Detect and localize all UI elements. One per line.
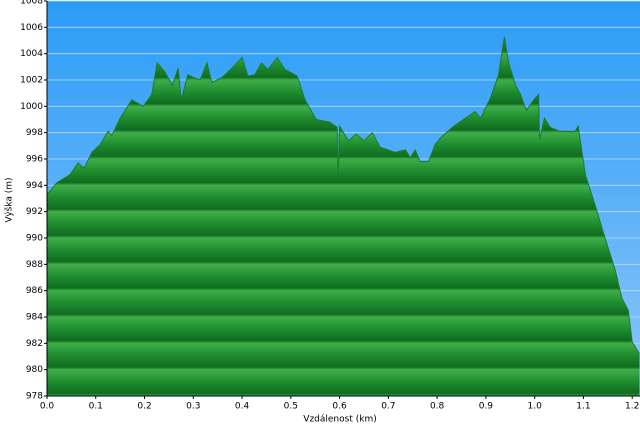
- y-tick-label: 996: [26, 155, 43, 165]
- y-tick-label: 1004: [20, 49, 43, 59]
- x-tick-label: 0.0: [40, 402, 55, 412]
- x-tick-label: 0.8: [430, 402, 445, 412]
- x-tick-label: 0.1: [89, 402, 103, 412]
- y-tick-label: 984: [26, 313, 43, 323]
- y-tick-label: 988: [26, 260, 43, 270]
- y-tick-label: 1002: [20, 76, 43, 86]
- y-tick-label: 990: [26, 234, 43, 244]
- y-tick-label: 992: [26, 207, 43, 217]
- x-tick-label: 1.1: [576, 402, 590, 412]
- x-axis-label: Vzdálenost (km): [303, 415, 376, 425]
- x-tick-label: 0.4: [235, 402, 250, 412]
- x-tick-label: 0.7: [381, 402, 395, 412]
- y-tick-label: 1000: [20, 102, 43, 112]
- y-axis-label: Výška (m): [4, 177, 15, 222]
- x-tick-label: 1.0: [528, 402, 543, 412]
- y-tick-label: 986: [26, 286, 43, 296]
- y-tick-label: 978: [26, 392, 43, 402]
- x-tick-label: 0.3: [186, 402, 200, 412]
- y-tick-label: 1008: [20, 0, 43, 7]
- x-tick-label: 0.5: [284, 402, 298, 412]
- x-tick-label: 0.9: [479, 402, 494, 412]
- elevation-line: [46, 36, 640, 355]
- y-tick-label: 982: [26, 339, 43, 349]
- y-tick-label: 998: [26, 128, 43, 138]
- x-tick-label: 0.6: [332, 402, 347, 412]
- y-tick-label: 994: [26, 181, 43, 191]
- elevation-area: [47, 36, 640, 396]
- y-tick-label: 1006: [20, 23, 43, 33]
- x-tick-label: 0.2: [137, 402, 151, 412]
- y-tick-label: 980: [26, 365, 43, 375]
- x-tick-label: 1.2: [625, 402, 639, 412]
